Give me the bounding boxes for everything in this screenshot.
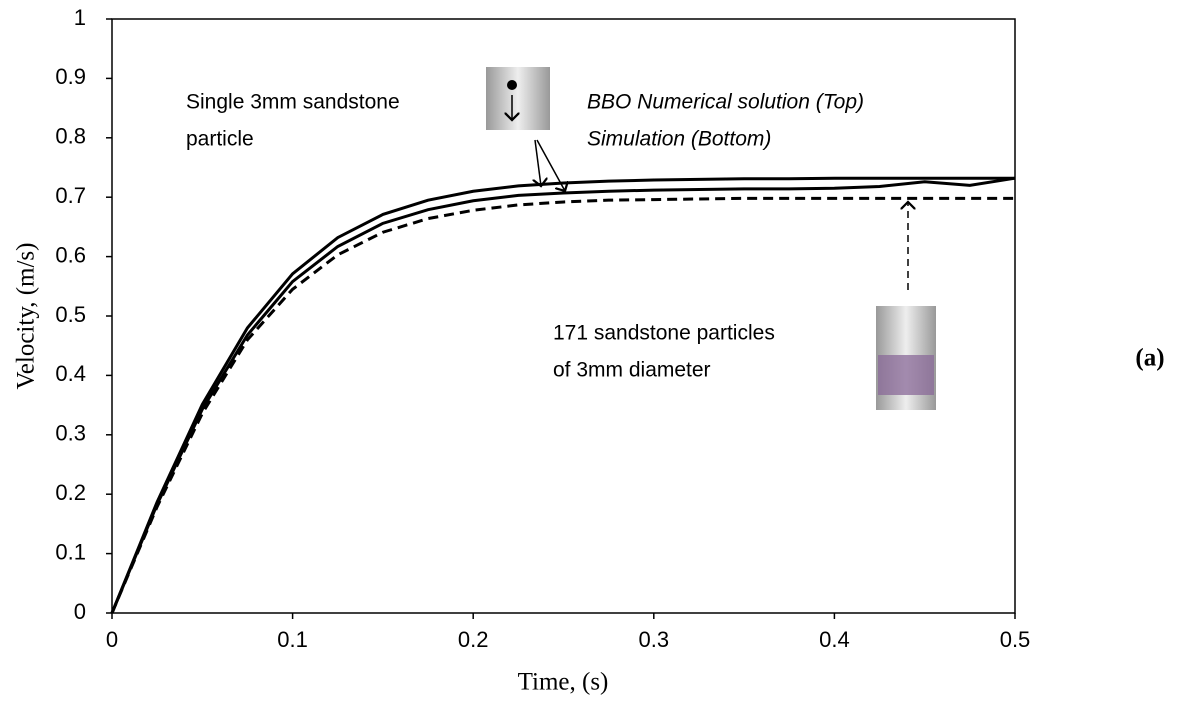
y-axis-title: Velocity, (m/s) (13, 243, 40, 390)
y-tick-label: 0.5 (55, 302, 86, 327)
annotation: BBO Numerical solution (Top) (587, 91, 864, 114)
y-tick-label: 1 (74, 5, 86, 30)
panel-label: (a) (1135, 345, 1164, 372)
annotation: 171 sandstone particles (553, 322, 775, 345)
y-tick-label: 0 (74, 599, 86, 624)
annotation: Single 3mm sandstone (186, 91, 400, 114)
y-tick-label: 0.2 (55, 480, 86, 505)
y-tick-label: 0.4 (55, 361, 86, 386)
series-line (110, 176, 1016, 614)
x-tick-label: 0.5 (1000, 627, 1031, 652)
annotation: of 3mm diameter (553, 359, 711, 382)
particles-icon (876, 306, 936, 410)
series-line (110, 196, 1015, 614)
annotation-arrows (535, 139, 908, 290)
y-tick-label: 0.9 (55, 64, 86, 89)
y-tick-label: 0.8 (55, 124, 86, 149)
y-tick-label: 0.1 (55, 539, 86, 564)
x-tick-label: 0 (106, 627, 118, 652)
x-axis-title: Time, (s) (518, 669, 609, 696)
series-line (110, 176, 1015, 614)
x-tick-label: 0.3 (639, 627, 670, 652)
annotation: particle (186, 128, 254, 151)
x-tick-label: 0.2 (458, 627, 489, 652)
y-tick-label: 0.6 (55, 242, 86, 267)
y-tick-label: 0.7 (55, 183, 86, 208)
x-tick-label: 0.4 (819, 627, 850, 652)
single-particle-icon (486, 67, 550, 130)
annotation: Simulation (Bottom) (587, 128, 771, 151)
x-tick-label: 0.1 (277, 627, 308, 652)
y-tick-label: 0.3 (55, 421, 86, 446)
